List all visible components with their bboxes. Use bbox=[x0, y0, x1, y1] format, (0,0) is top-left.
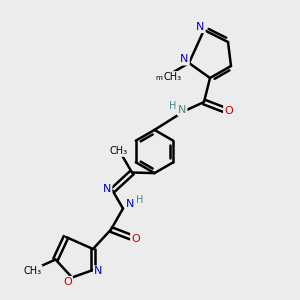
Text: O: O bbox=[63, 277, 72, 287]
Text: O: O bbox=[131, 233, 140, 244]
Text: CH₃: CH₃ bbox=[110, 146, 128, 156]
Text: N: N bbox=[178, 105, 186, 115]
Text: N: N bbox=[180, 54, 189, 64]
Text: H: H bbox=[136, 195, 143, 205]
Text: CH₃: CH₃ bbox=[164, 72, 181, 82]
Text: N: N bbox=[196, 22, 205, 32]
Text: methyl: methyl bbox=[156, 75, 180, 81]
Text: O: O bbox=[224, 106, 233, 116]
Text: N: N bbox=[103, 184, 111, 194]
Text: H: H bbox=[169, 100, 177, 111]
Text: N: N bbox=[94, 266, 103, 277]
Text: N: N bbox=[126, 199, 135, 209]
Text: CH₃: CH₃ bbox=[23, 266, 41, 276]
